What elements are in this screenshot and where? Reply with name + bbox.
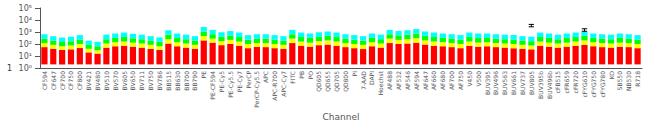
svg-text:APC: APC [262,71,269,83]
svg-text:AF594: AF594 [413,71,420,90]
svg-text:SB550: SB550 [616,71,623,91]
svg-text:CF594: CF594 [41,71,48,90]
svg-text:BB700: BB700 [183,71,190,91]
svg-text:BUV661: BUV661 [510,71,517,95]
svg-text:KO: KO [608,71,615,80]
svg-text:cFYG610: cFYG610 [581,71,588,98]
svg-text:R718: R718 [634,71,641,87]
svg-text:QD705: QD705 [333,71,340,92]
svg-text:7-AAD: 7-AAD [360,71,367,90]
svg-text:QD605: QD605 [315,71,322,92]
svg-text:BUV395b: BUV395b [537,71,544,99]
svg-text:cFR720: cFR720 [572,71,579,94]
svg-text:10⁴: 10⁴ [19,16,32,25]
svg-text:PB: PB [298,71,305,79]
svg-text:APC-Cy7: APC-Cy7 [280,71,288,97]
svg-text:BV510: BV510 [103,71,110,91]
svg-text:BUV737: BUV737 [519,71,526,95]
svg-text:BUV805: BUV805 [528,71,535,95]
svg-text:PO: PO [307,71,314,80]
svg-text:10⁰: 10⁰ [19,64,32,73]
svg-text:AF488: AF488 [386,71,393,90]
svg-text:BV650: BV650 [129,71,136,91]
svg-text:CF700: CF700 [59,71,66,90]
svg-text:cFYG780: cFYG780 [599,71,606,98]
svg-text:QD655: QD655 [324,71,331,92]
svg-text:BB630: BB630 [174,71,181,91]
svg-text:Channel: Channel [323,112,360,122]
svg-text:BB790: BB790 [191,71,198,91]
svg-text:CF647: CF647 [50,71,57,90]
svg-text:BUV395: BUV395 [484,71,491,95]
svg-text:1: 1 [7,64,12,73]
svg-text:cFB515: cFB515 [554,71,561,94]
svg-text:PI: PI [351,71,358,77]
svg-text:BV711: BV711 [138,71,145,91]
svg-text:PE-Cy5: PE-Cy5 [218,71,226,92]
svg-text:AF546: AF546 [404,71,411,90]
svg-text:Hoechst: Hoechst [377,70,384,95]
svg-text:DAPI: DAPI [368,71,375,85]
svg-text:BB515: BB515 [165,71,172,91]
svg-text:AF750: AF750 [457,71,464,90]
svg-text:NB530: NB530 [625,71,632,91]
svg-text:cFR659: cFR659 [563,71,570,94]
svg-text:BV480: BV480 [94,71,101,91]
svg-text:AF660: AF660 [430,71,437,90]
svg-text:AF680: AF680 [439,71,446,90]
svg-text:CF800: CF800 [76,71,83,90]
svg-text:V450: V450 [466,71,473,87]
svg-text:10¹: 10¹ [19,52,32,61]
svg-text:AF532: AF532 [395,71,402,90]
svg-text:BUV563: BUV563 [501,71,508,95]
svg-text:PE: PE [200,71,207,79]
svg-text:10²: 10² [19,40,32,49]
svg-text:AF700: AF700 [448,71,455,90]
svg-text:QD800: QD800 [342,71,349,92]
svg-text:AF647: AF647 [422,71,429,90]
svg-text:cFYG750: cFYG750 [590,71,597,98]
svg-text:PE-Cy7: PE-Cy7 [236,71,244,92]
svg-text:10³: 10³ [19,28,32,37]
svg-text:CF750: CF750 [67,71,74,90]
svg-text:BV750: BV750 [147,71,154,91]
svg-text:BUV496b: BUV496b [546,71,553,99]
svg-text:PE-CF594: PE-CF594 [209,71,216,100]
svg-text:FITC: FITC [289,71,296,84]
svg-text:10⁵: 10⁵ [19,4,32,13]
svg-text:PerCP: PerCP [245,71,252,89]
svg-text:BV605: BV605 [121,71,128,91]
svg-text:V500: V500 [475,71,482,87]
svg-text:BV421: BV421 [85,71,92,91]
svg-text:BUV496: BUV496 [492,71,499,95]
svg-text:BV570: BV570 [112,71,119,91]
svg-text:BV786: BV786 [156,71,163,91]
svg-text:APC-R700: APC-R700 [271,71,278,101]
svg-text:PE-Cy5.5: PE-Cy5.5 [227,71,235,98]
svg-text:PerCP-Cy5.5: PerCP-Cy5.5 [253,71,261,108]
